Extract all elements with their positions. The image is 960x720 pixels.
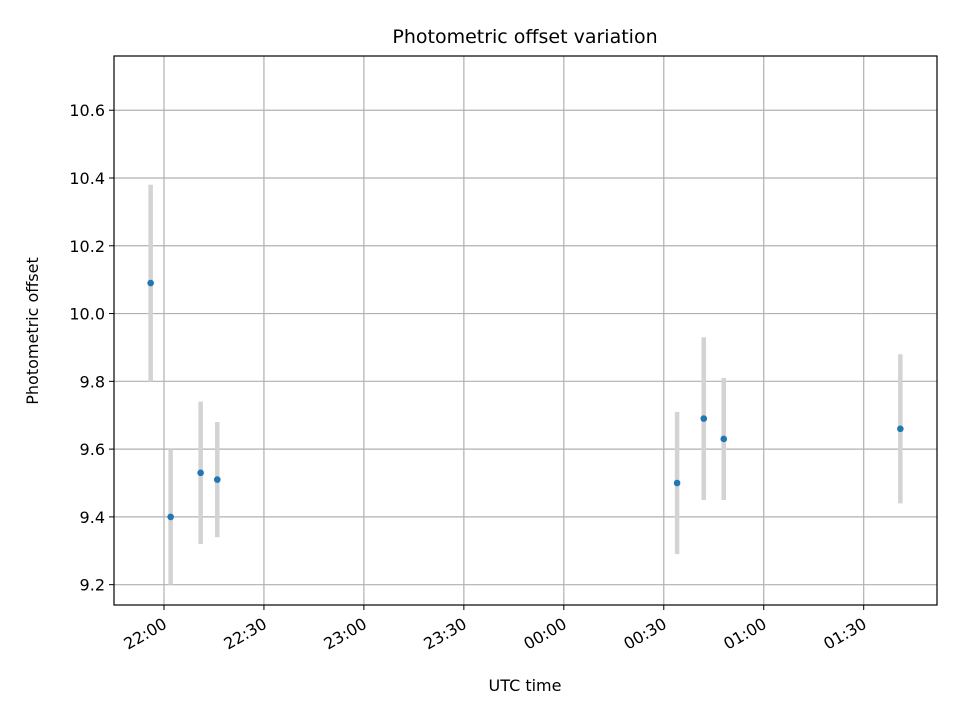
data-point xyxy=(197,469,204,477)
y-tick-label: 9.8 xyxy=(80,372,105,391)
y-tick-label: 9.2 xyxy=(80,576,105,595)
data-point xyxy=(673,479,681,487)
plot-area-frame xyxy=(113,55,938,606)
data-point xyxy=(167,513,174,521)
y-tick-label: 10.6 xyxy=(69,101,105,120)
data-point xyxy=(147,279,154,287)
y-tick-label: 10.0 xyxy=(69,305,105,324)
data-point xyxy=(213,476,221,483)
grid-lines xyxy=(114,56,937,605)
data-points xyxy=(147,279,904,521)
x-axis-title: UTC time xyxy=(489,676,562,695)
chart-title: Photometric offset variation xyxy=(392,26,657,48)
data-point xyxy=(897,425,904,433)
y-tick-label: 10.2 xyxy=(69,237,105,256)
y-tick-label: 10.4 xyxy=(69,169,105,188)
data-point xyxy=(720,435,728,443)
data-point xyxy=(700,415,708,422)
y-axis-title: Photometric offset xyxy=(23,257,42,405)
y-tick-label: 9.6 xyxy=(80,440,105,459)
y-tick-label: 9.4 xyxy=(80,508,105,527)
